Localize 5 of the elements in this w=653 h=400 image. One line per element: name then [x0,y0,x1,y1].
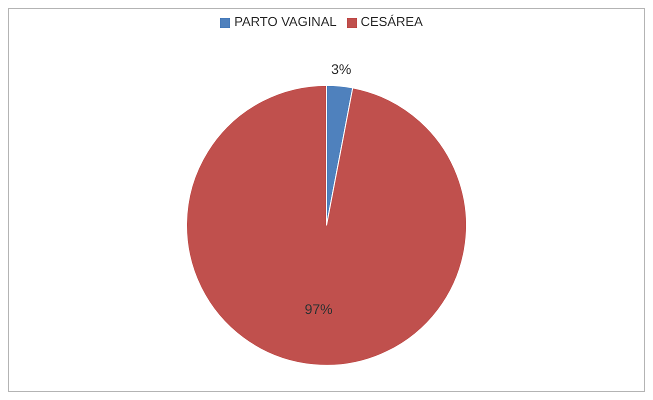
legend-label: PARTO VAGINAL [234,14,337,29]
data-label: 97% [304,300,333,317]
legend-label: CESÁREA [360,14,423,29]
pie-slice [186,84,467,366]
data-label: 3% [331,61,352,78]
